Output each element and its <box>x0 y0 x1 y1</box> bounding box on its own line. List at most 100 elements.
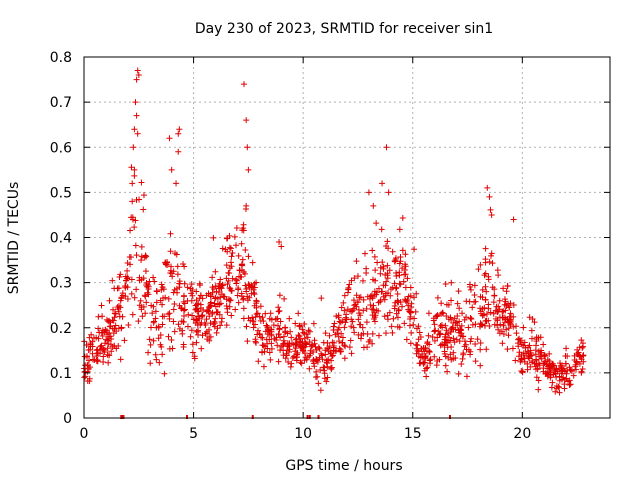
data-point <box>167 267 174 274</box>
data-point <box>301 350 308 357</box>
data-point <box>157 341 164 348</box>
data-point <box>382 282 389 289</box>
data-point <box>176 126 183 133</box>
data-point <box>122 284 129 291</box>
data-point <box>310 320 317 327</box>
data-point <box>128 164 135 171</box>
data-point <box>273 334 280 341</box>
data-point <box>531 360 538 367</box>
data-point <box>378 226 385 233</box>
data-point <box>111 326 118 333</box>
data-point <box>450 349 457 356</box>
data-point <box>359 324 366 331</box>
data-point <box>371 318 378 325</box>
data-point <box>296 333 303 340</box>
data-point <box>243 288 250 295</box>
data-point <box>527 363 534 370</box>
data-point <box>404 275 411 282</box>
data-point <box>348 350 355 357</box>
data-point <box>422 344 429 351</box>
data-point <box>226 270 233 277</box>
data-point <box>566 364 573 371</box>
data-point <box>117 271 124 278</box>
data-point <box>168 166 175 173</box>
data-point <box>281 295 288 302</box>
data-point <box>165 295 172 302</box>
data-point <box>178 305 185 312</box>
data-point <box>189 341 196 348</box>
data-point <box>96 350 103 357</box>
data-point <box>413 325 420 332</box>
data-point <box>311 340 318 347</box>
data-point <box>107 341 114 348</box>
data-point <box>167 230 174 237</box>
data-point <box>155 335 162 342</box>
data-point <box>82 368 89 375</box>
data-point <box>98 302 105 309</box>
data-point <box>542 352 549 359</box>
data-point <box>299 326 306 333</box>
data-point <box>567 381 574 388</box>
data-point <box>227 245 234 252</box>
data-point <box>166 315 173 322</box>
data-point <box>231 233 238 240</box>
data-point <box>417 333 424 340</box>
data-point <box>561 381 568 388</box>
data-point <box>384 262 391 269</box>
data-point <box>431 328 438 335</box>
data-point <box>150 274 157 281</box>
data-point <box>155 323 162 330</box>
data-point <box>253 279 260 286</box>
data-point <box>348 277 355 284</box>
data-point <box>348 323 355 330</box>
data-point <box>142 310 149 317</box>
data-point <box>413 350 420 357</box>
data-point <box>266 336 273 343</box>
data-point <box>184 284 191 291</box>
data-point <box>474 336 481 343</box>
data-point <box>520 350 527 357</box>
data-point <box>246 294 253 301</box>
data-point <box>139 313 146 320</box>
data-point <box>194 320 201 327</box>
data-point <box>518 341 525 348</box>
data-point <box>280 352 287 359</box>
data-point <box>472 321 479 328</box>
data-point <box>529 359 536 366</box>
data-point <box>206 333 213 340</box>
data-point <box>191 355 198 362</box>
data-point <box>318 352 325 359</box>
data-point <box>250 318 257 325</box>
data-point <box>553 385 560 392</box>
data-point <box>576 360 583 367</box>
data-point <box>536 353 543 360</box>
data-point <box>457 326 464 333</box>
data-point <box>117 356 124 363</box>
data-point <box>210 285 217 292</box>
data-point <box>579 366 586 373</box>
data-point <box>509 345 516 352</box>
data-point <box>383 144 390 151</box>
data-point <box>204 330 211 337</box>
data-point <box>344 306 351 313</box>
data-point <box>298 360 305 367</box>
data-point <box>469 304 476 311</box>
data-point <box>463 373 470 380</box>
data-point <box>363 269 370 276</box>
data-point <box>580 352 587 359</box>
data-point <box>336 318 343 325</box>
data-point <box>128 276 135 283</box>
data-point <box>491 286 498 293</box>
data-point <box>328 357 335 364</box>
data-point <box>374 259 381 266</box>
data-point <box>518 355 525 362</box>
data-point <box>542 370 549 377</box>
data-point <box>111 314 118 321</box>
data-point <box>136 196 143 203</box>
data-point <box>302 354 309 361</box>
data-point <box>393 269 400 276</box>
data-point <box>107 333 114 340</box>
data-point <box>192 302 199 309</box>
data-point <box>185 311 192 318</box>
data-point <box>214 325 221 332</box>
